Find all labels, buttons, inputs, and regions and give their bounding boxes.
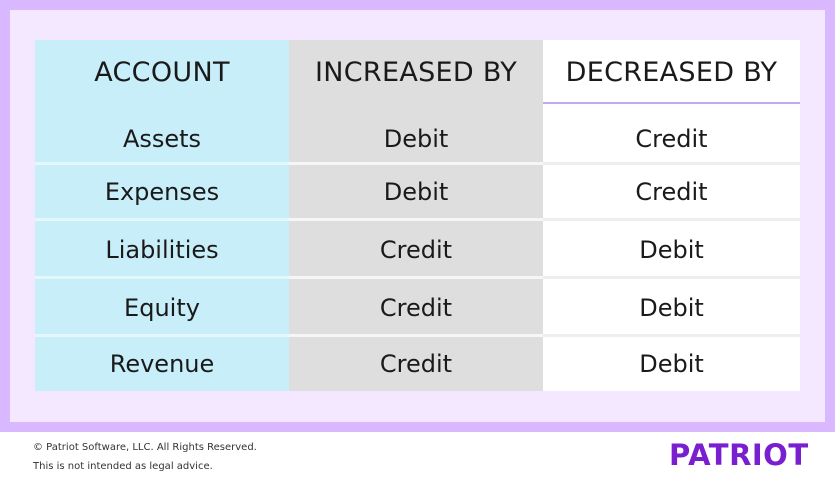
table-cell-increased-by: Credit <box>379 350 453 378</box>
header-decreased-by: DECREASED BY <box>565 56 778 88</box>
table-cell-increased-by: Credit <box>379 235 453 264</box>
copyright-text: © Patriot Software, LLC. All Rights Rese… <box>33 442 257 453</box>
row-separator <box>289 276 543 279</box>
header-increased-by: INCREASED BY <box>314 56 517 88</box>
table-cell-account: Revenue <box>109 350 215 378</box>
row-separator <box>35 162 289 165</box>
row-separator <box>289 162 543 165</box>
row-separator <box>35 334 289 337</box>
row-separator <box>35 218 289 221</box>
row-separator <box>543 218 800 221</box>
row-separator <box>543 276 800 279</box>
header-account: ACCOUNT <box>94 56 230 88</box>
table-cell-increased-by: Debit <box>383 124 449 153</box>
table-cell-account: Liabilities <box>105 235 219 264</box>
header-underline <box>543 102 800 104</box>
table-cell-account: Assets <box>122 124 202 153</box>
legal-disclaimer-text: This is not intended as legal advice. <box>33 461 213 472</box>
row-separator <box>35 276 289 279</box>
row-separator <box>289 218 543 221</box>
decreased-by-column: DECREASED BY Credit Credit Debit Debit D… <box>543 40 800 391</box>
table-cell-decreased-by: Debit <box>639 293 704 322</box>
debit-credit-table: ACCOUNT Assets Expenses Liabilities Equi… <box>35 40 800 391</box>
table-cell-account: Expenses <box>104 177 220 206</box>
row-separator <box>543 334 800 337</box>
table-cell-decreased-by: Debit <box>639 235 704 264</box>
table-cell-decreased-by: Credit <box>635 177 708 206</box>
increased-by-column: INCREASED BY Debit Debit Credit Credit C… <box>289 40 543 391</box>
row-separator <box>289 334 543 337</box>
patriot-logo: PATRIOT <box>669 438 809 472</box>
table-cell-decreased-by: Debit <box>639 350 704 378</box>
account-column: ACCOUNT Assets Expenses Liabilities Equi… <box>35 40 289 391</box>
table-cell-increased-by: Credit <box>379 293 453 322</box>
row-separator <box>543 162 800 165</box>
table-cell-increased-by: Debit <box>383 177 449 206</box>
table-cell-decreased-by: Credit <box>635 124 708 153</box>
table-cell-account: Equity <box>124 293 200 322</box>
